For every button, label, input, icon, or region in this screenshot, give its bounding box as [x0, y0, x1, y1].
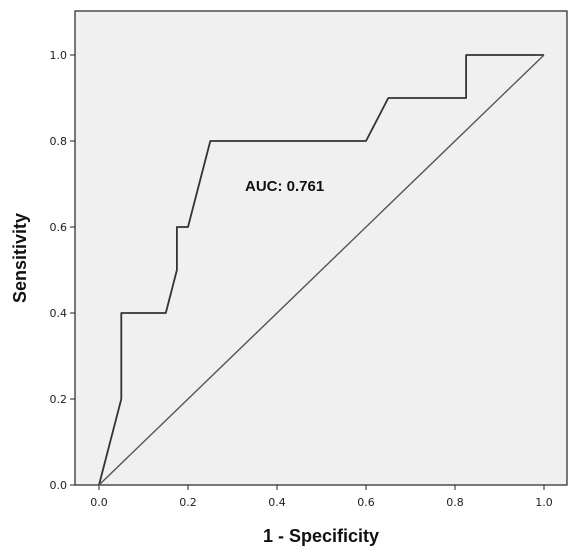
- reference-line: [98, 54, 545, 486]
- x-tick-label: 0.0: [90, 496, 108, 509]
- auc-annotation: AUC: 0.761: [245, 178, 324, 195]
- x-tick-label: 0.6: [357, 496, 375, 509]
- y-tick-label: 1.0: [50, 49, 68, 62]
- y-axis-title: Sensitivity: [10, 213, 30, 303]
- x-tick-label: 0.4: [268, 496, 286, 509]
- plot-area: [74, 10, 568, 486]
- y-tick-label: 0.4: [50, 307, 68, 320]
- x-axis-ticks: 0.0 0.2 0.4 0.6 0.8 1.0: [90, 485, 553, 509]
- x-tick-label: 0.2: [179, 496, 197, 509]
- y-axis-ticks: 0.0 0.2 0.4 0.6 0.8 1.0: [50, 49, 75, 492]
- y-tick-label: 0.2: [50, 393, 68, 406]
- y-tick-label: 0.0: [50, 479, 68, 492]
- series-layer: [98, 54, 545, 486]
- x-tick-label: 1.0: [535, 496, 553, 509]
- y-tick-label: 0.8: [50, 135, 68, 148]
- x-axis-title: 1 - Specificity: [263, 526, 379, 546]
- y-tick-label: 0.6: [50, 221, 68, 234]
- x-tick-label: 0.8: [446, 496, 464, 509]
- roc-curve-line: [98, 54, 544, 486]
